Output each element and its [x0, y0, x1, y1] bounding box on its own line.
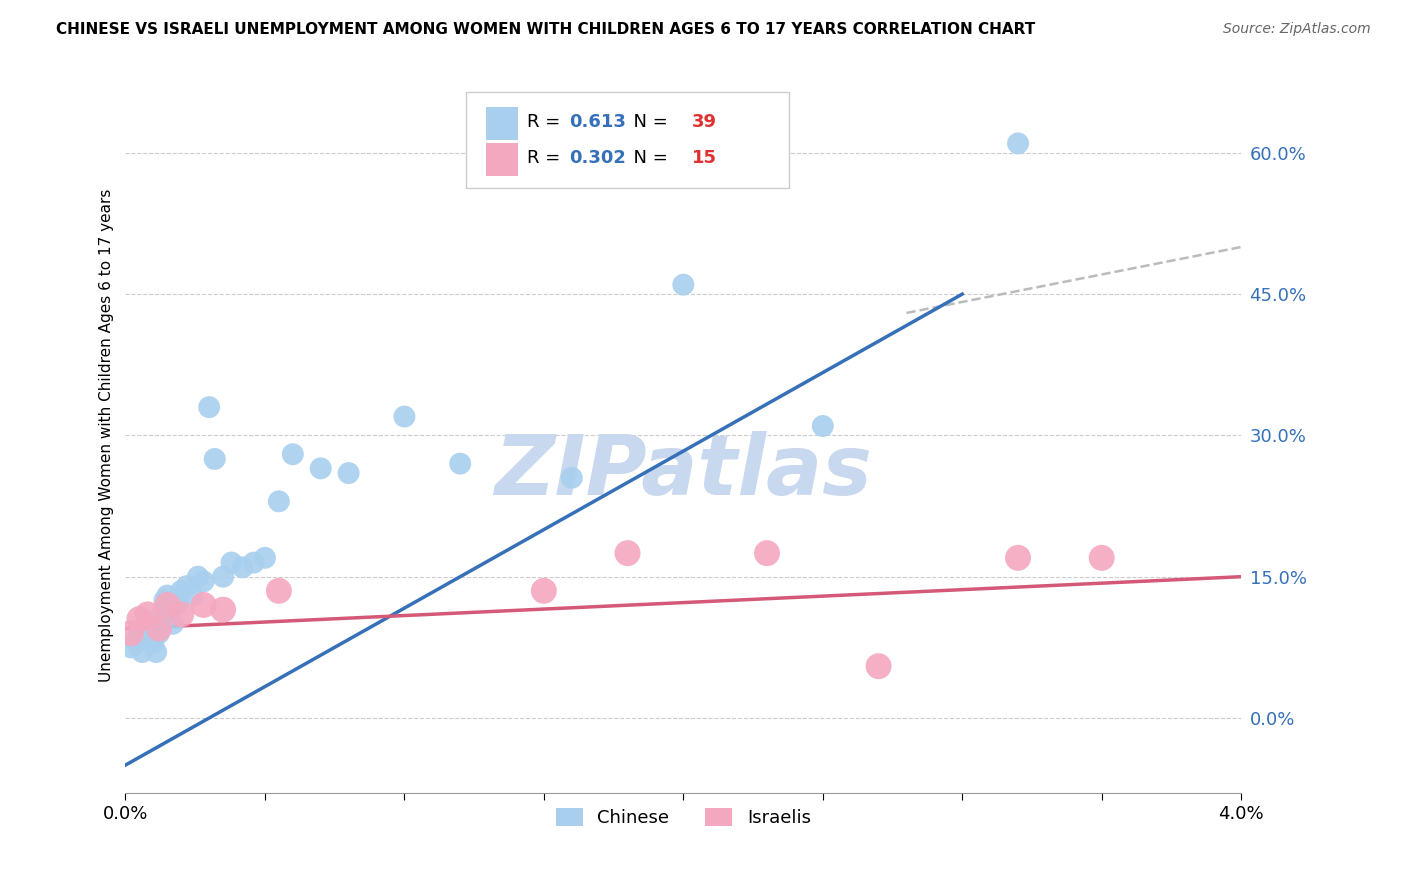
Point [176, 579, 198, 593]
FancyBboxPatch shape [486, 143, 519, 176]
Point [394, 409, 416, 424]
Point [253, 550, 276, 565]
Point [156, 598, 179, 612]
Point [232, 560, 254, 574]
Point [150, 607, 173, 622]
Point [131, 645, 153, 659]
Text: R =: R = [527, 149, 567, 167]
Point [165, 598, 187, 612]
Point [170, 607, 193, 622]
Point [267, 583, 290, 598]
Point [145, 645, 167, 659]
Point [193, 574, 215, 589]
Y-axis label: Unemployment Among Women with Children Ages 6 to 17 years: Unemployment Among Women with Children A… [100, 189, 114, 682]
Text: Source: ZipAtlas.com: Source: ZipAtlas.com [1223, 22, 1371, 37]
Point [1007, 136, 1029, 151]
Point [204, 452, 226, 467]
FancyBboxPatch shape [486, 107, 519, 140]
Point [212, 602, 235, 616]
Point [1007, 550, 1029, 565]
Text: 0.302: 0.302 [569, 149, 627, 167]
Point [153, 593, 176, 607]
Text: N =: N = [621, 149, 673, 167]
Point [128, 612, 150, 626]
Point [181, 589, 204, 603]
Point [120, 640, 142, 655]
Point [139, 616, 162, 631]
Point [156, 589, 179, 603]
Point [616, 546, 638, 560]
Point [170, 583, 193, 598]
Point [281, 447, 304, 461]
Point [267, 494, 290, 508]
Point [142, 635, 165, 649]
Point [221, 556, 243, 570]
Text: R =: R = [527, 112, 567, 131]
Point [120, 626, 142, 640]
Point [167, 593, 190, 607]
Point [134, 631, 156, 645]
Point [187, 570, 209, 584]
Text: CHINESE VS ISRAELI UNEMPLOYMENT AMONG WOMEN WITH CHILDREN AGES 6 TO 17 YEARS COR: CHINESE VS ISRAELI UNEMPLOYMENT AMONG WO… [56, 22, 1035, 37]
Point [672, 277, 695, 292]
Point [193, 598, 215, 612]
Point [756, 546, 779, 560]
FancyBboxPatch shape [465, 92, 789, 188]
Point [309, 461, 332, 475]
Point [242, 556, 264, 570]
Point [533, 583, 555, 598]
Point [125, 635, 148, 649]
Point [337, 466, 360, 480]
Point [148, 626, 170, 640]
Text: ZIPatlas: ZIPatlas [495, 431, 872, 512]
Point [868, 659, 890, 673]
Text: N =: N = [621, 112, 673, 131]
Text: 15: 15 [692, 149, 717, 167]
Point [561, 471, 583, 485]
Point [811, 419, 834, 434]
Point [136, 622, 159, 636]
Point [449, 457, 471, 471]
Point [212, 570, 235, 584]
Text: 0.613: 0.613 [569, 112, 627, 131]
Point [148, 622, 170, 636]
Point [159, 602, 181, 616]
Point [136, 607, 159, 622]
Point [198, 400, 221, 414]
Text: 39: 39 [692, 112, 717, 131]
Point [1091, 550, 1114, 565]
Legend: Chinese, Israelis: Chinese, Israelis [548, 801, 818, 834]
Point [128, 626, 150, 640]
Point [162, 616, 184, 631]
